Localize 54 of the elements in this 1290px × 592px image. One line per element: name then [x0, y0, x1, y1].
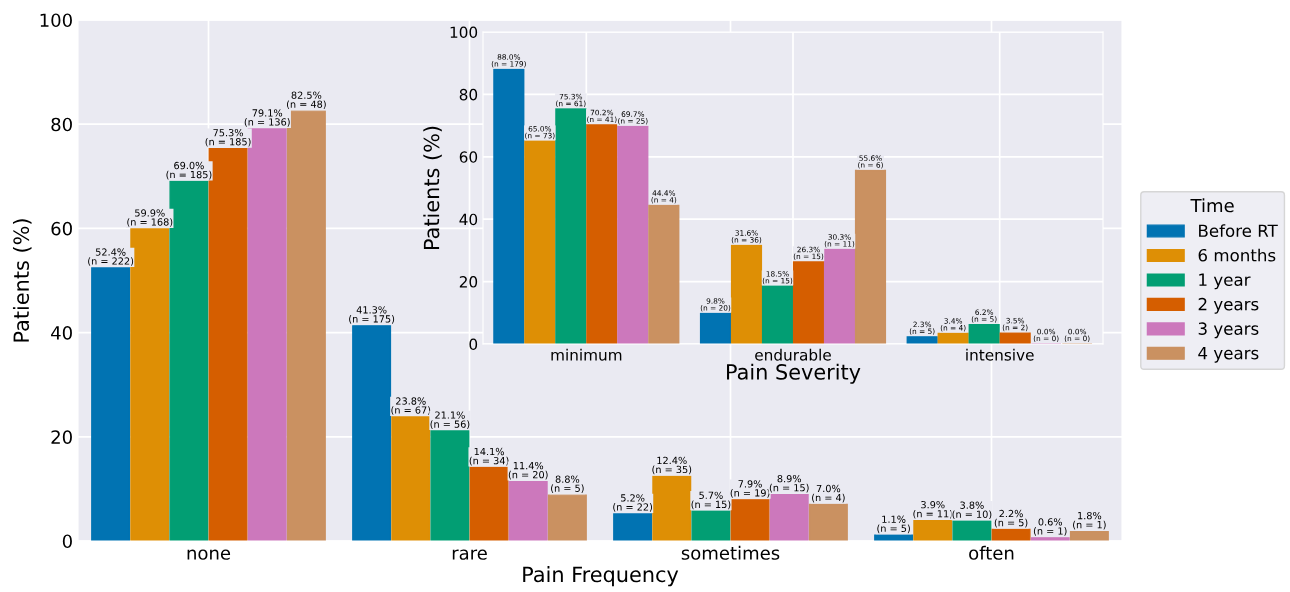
data-label: 21.1% (n = 56) — [430, 411, 470, 429]
data-label: 8.9% (n = 15) — [769, 474, 809, 493]
legend-label: 1 year — [1199, 273, 1251, 290]
x-tick-label: minimum — [551, 348, 622, 361]
y-tick-label: 100 — [450, 26, 478, 39]
x-axis-title: Pain Severity — [727, 363, 861, 384]
legend-label: Before RT — [1199, 224, 1278, 238]
x-tick-label: rare — [452, 549, 487, 560]
x-tick-label: intensive — [966, 348, 1034, 361]
data-label: 82.5% (n = 48) — [286, 91, 326, 110]
data-label: 7.0% (n = 4) — [812, 484, 845, 503]
legend-label: 2 years — [1198, 297, 1259, 314]
x-tick-label: sometimes — [681, 545, 780, 560]
data-label: 1.1% (n = 5) — [877, 515, 910, 534]
y-tick-label: 0 — [62, 534, 72, 549]
data-label: 5.2% (n = 22) — [613, 494, 653, 512]
data-label: 2.2% (n = 5) — [994, 509, 1028, 528]
data-label: 1.8% (n = 1) — [1073, 511, 1106, 530]
data-label: 3.8% (n = 10) — [952, 501, 992, 520]
x-tick-label: none — [187, 549, 231, 560]
legend-title: Time — [1190, 198, 1234, 213]
y-tick-label: 60 — [51, 221, 72, 236]
data-label: 52.4% (n = 222) — [88, 248, 134, 266]
y-tick-label: 20 — [459, 276, 478, 288]
data-label: 3.9% (n = 11) — [913, 501, 953, 519]
y-tick-label: 60 — [459, 151, 478, 163]
data-label: 12.4% (n = 35) — [652, 456, 692, 475]
data-label: 0.6% (n = 1) — [1033, 518, 1067, 536]
y-tick-label: 20 — [51, 430, 72, 444]
data-label: 75.3% (n = 185) — [205, 129, 251, 147]
legend-label: 3 years — [1198, 322, 1259, 339]
legend-label: 6 months — [1198, 248, 1276, 262]
x-tick-label: often — [969, 545, 1014, 560]
x-tick-label: endurable — [755, 348, 831, 361]
y-tick-label: 40 — [459, 213, 478, 226]
data-label: 8.8% (n = 5) — [551, 475, 584, 494]
data-label: 79.1% (n = 136) — [244, 109, 290, 127]
data-label: 11.4% (n = 20) — [508, 461, 548, 480]
y-tick-label: 0 — [469, 338, 478, 351]
y-tick-label: 80 — [51, 117, 72, 132]
y-tick-label: 40 — [51, 326, 72, 340]
data-label: 59.9% (n = 168) — [127, 209, 173, 227]
data-label: 41.3% (n = 175) — [349, 306, 395, 324]
data-label: 69.0% (n = 185) — [166, 161, 212, 180]
y-axis-title: Patients (%) — [423, 126, 442, 249]
y-axis-title: Patients (%) — [12, 219, 32, 342]
data-label: 5.7% (n = 15) — [691, 491, 731, 510]
data-label: 7.9% (n = 19) — [730, 480, 770, 498]
data-label: 14.1% (n = 34) — [469, 447, 509, 466]
legend-label: 4 years — [1198, 347, 1259, 363]
x-axis-title: Pain Frequency — [523, 566, 679, 587]
y-tick-label: 100 — [40, 13, 72, 28]
y-tick-label: 80 — [459, 88, 478, 101]
data-label: 23.8% (n = 67) — [391, 397, 431, 415]
